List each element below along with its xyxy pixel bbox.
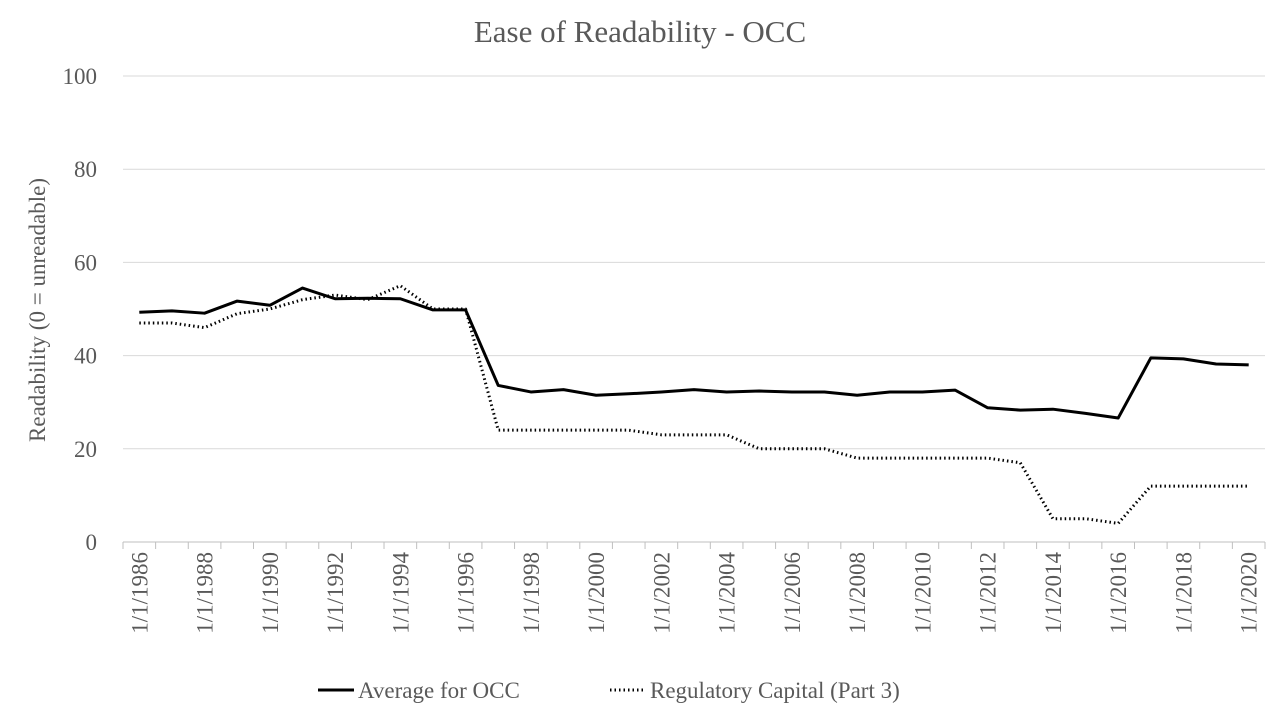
y-tick-label: 20 <box>74 437 97 462</box>
x-tick-label: 1/1/1990 <box>258 552 283 634</box>
grid-layer <box>123 75 1265 450</box>
x-tick-label: 1/1/2000 <box>584 552 609 634</box>
x-tick-label: 1/1/2018 <box>1171 552 1196 634</box>
series-layer <box>139 284 1249 525</box>
x-tick-label: 1/1/2016 <box>1106 552 1131 634</box>
x-tick-label: 1/1/1998 <box>519 552 544 634</box>
x-tick-label: 1/1/1986 <box>127 552 152 634</box>
y-tick-label: 0 <box>86 530 98 555</box>
x-tick-labels: 1/1/1986 1/1/1988 1/1/1990 1/1/1992 1/1/1994… <box>127 552 1261 634</box>
chart-title: Ease of Readability - OCC <box>474 14 806 49</box>
series-line-regulatory-capital-part-3 <box>139 284 1249 525</box>
x-tick-label: 1/1/2008 <box>845 552 870 634</box>
x-tick-label: 1/1/1988 <box>193 552 218 634</box>
axis-layer <box>122 541 1266 549</box>
y-tick-label: 100 <box>63 64 98 89</box>
x-tick-label: 1/1/2010 <box>910 552 935 634</box>
x-tick-label: 1/1/2020 <box>1237 552 1262 634</box>
y-tick-label: 60 <box>74 250 97 275</box>
x-tick-label: 1/1/2014 <box>1041 552 1066 634</box>
x-tick-label: 1/1/2012 <box>976 552 1001 634</box>
x-tick-label: 1/1/1996 <box>454 552 479 634</box>
legend-label-regulatory-capital: Regulatory Capital (Part 3) <box>650 678 900 703</box>
legend-label-average-for-occ: Average for OCC <box>358 678 520 703</box>
x-tick-label: 1/1/1992 <box>323 552 348 634</box>
series-line-average-for-occ <box>139 286 1249 420</box>
x-tick-label: 1/1/2006 <box>780 552 805 634</box>
x-tick-label: 1/1/2002 <box>649 552 674 634</box>
y-tick-label: 80 <box>74 157 97 182</box>
y-axis-label: Readability (0 = unreadable) <box>25 178 50 442</box>
x-tick-label: 1/1/1994 <box>388 552 413 634</box>
y-tick-label: 40 <box>74 344 97 369</box>
y-tick-labels: 0 20 40 60 80 100 <box>63 64 98 555</box>
x-tick-label: 1/1/2004 <box>715 552 740 634</box>
legend: Average for OCC Regulatory Capital (Part… <box>318 678 900 703</box>
